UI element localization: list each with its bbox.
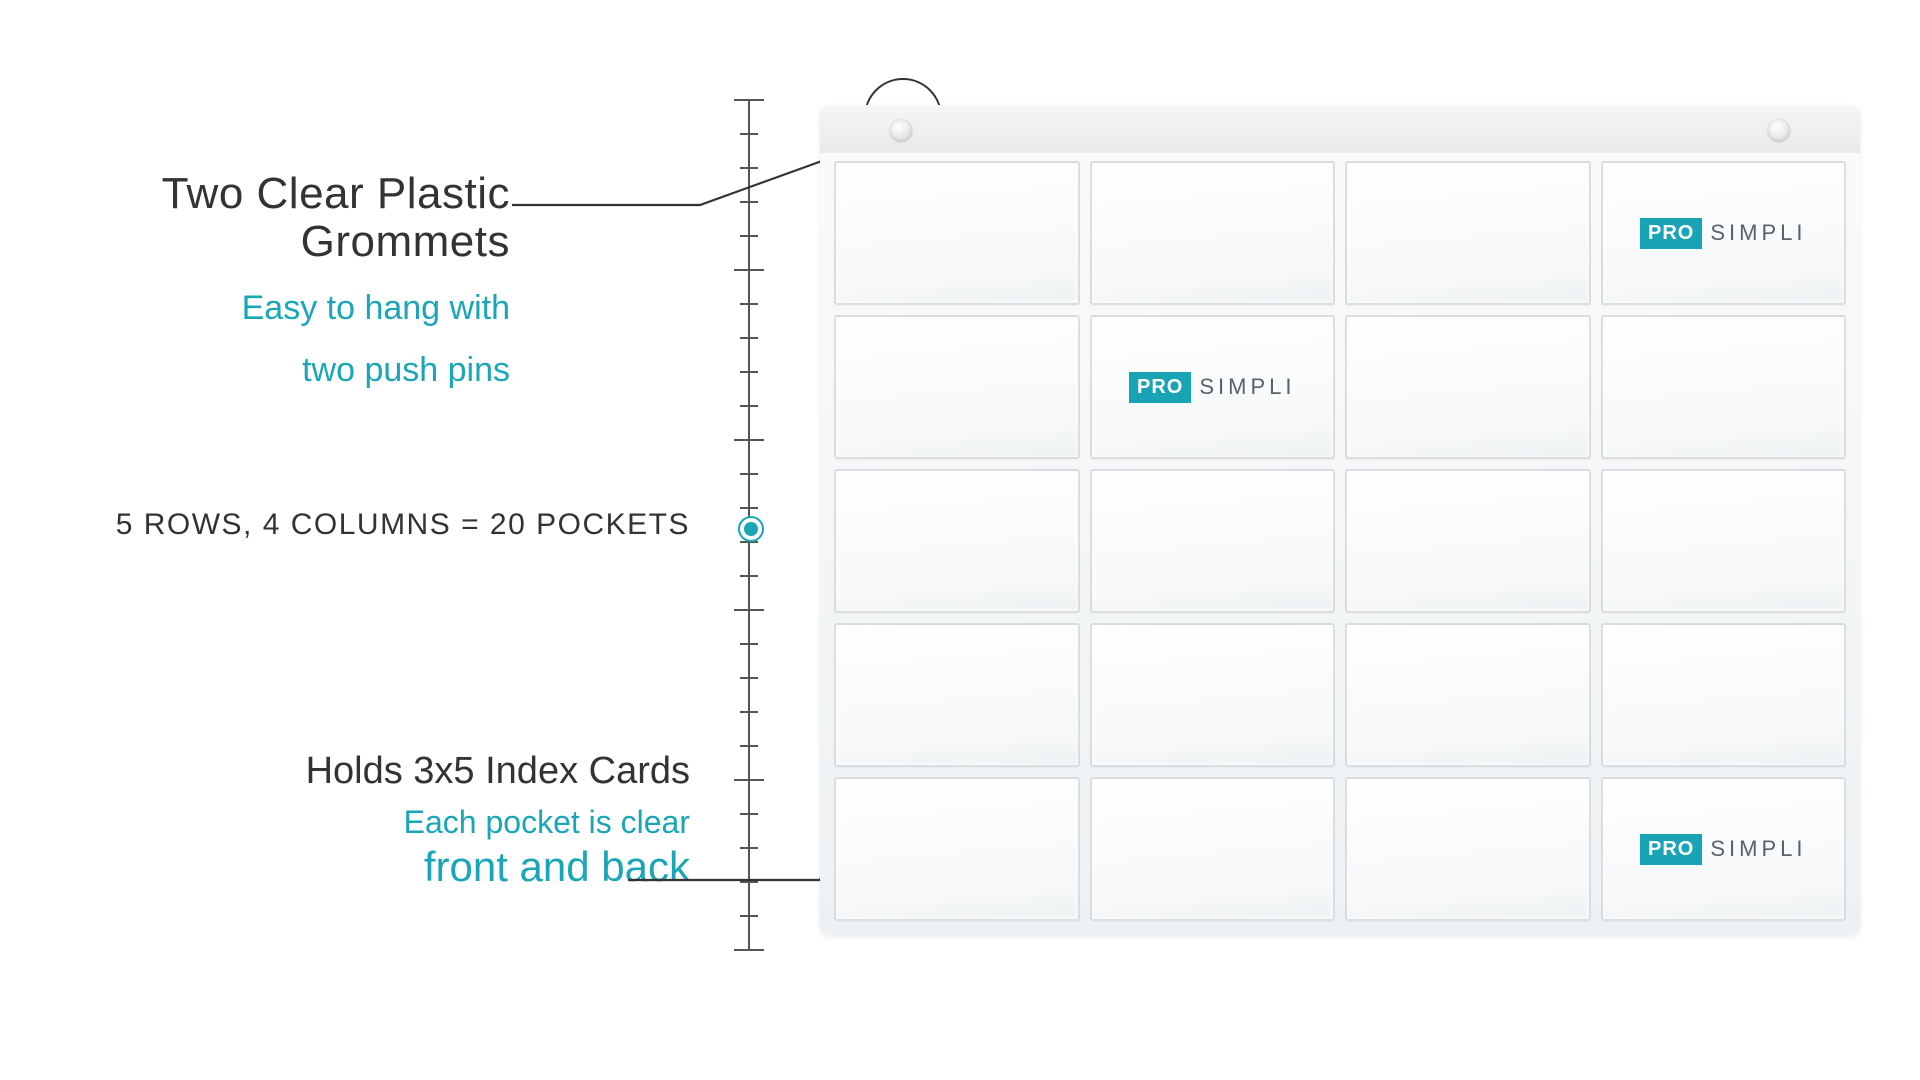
grommets-title-1: Two Clear Plastic	[60, 170, 510, 218]
logo-pro: PRO	[1129, 372, 1191, 403]
pocket-cell	[1090, 469, 1336, 613]
logo-pro: PRO	[1640, 834, 1702, 865]
ruler-tick	[734, 439, 764, 441]
ruler-tick	[740, 847, 758, 849]
pocket-cell	[834, 315, 1080, 459]
grommets-sub-1: Easy to hang with	[60, 287, 510, 330]
ruler-tick	[740, 745, 758, 747]
ruler-tick	[740, 167, 758, 169]
ruler-tick	[740, 371, 758, 373]
pocket-cell	[1345, 315, 1591, 459]
ruler-tick	[740, 813, 758, 815]
pocket-cell	[1601, 623, 1847, 767]
ruler-tick	[740, 133, 758, 135]
ruler-tick	[740, 915, 758, 917]
ruler-tick	[734, 609, 764, 611]
ruler-tick	[740, 711, 758, 713]
ruler-tick	[740, 677, 758, 679]
ruler-tick	[740, 575, 758, 577]
ruler-tick	[740, 337, 758, 339]
callout-grommets: Two Clear Plastic Grommets Easy to hang …	[60, 170, 510, 392]
pocket-cell	[1090, 777, 1336, 921]
grommet-left-icon	[890, 119, 912, 141]
pocket-cell: PRO SIMPLI	[1090, 315, 1336, 459]
grommet-right-icon	[1768, 119, 1790, 141]
pocket-cell	[1601, 315, 1847, 459]
pocket-cell	[1090, 623, 1336, 767]
ruler-tick	[734, 779, 764, 781]
pocket-cell	[1345, 469, 1591, 613]
logo-pro: PRO	[1640, 218, 1702, 249]
pocket-organizer-panel: PRO SIMPLI PRO SIMPLI PRO SIMPLI	[820, 105, 1860, 935]
ruler-tick	[740, 235, 758, 237]
ruler-bullet-icon	[738, 516, 764, 542]
prosimpli-logo: PRO SIMPLI	[1640, 834, 1806, 865]
panel-top-strip	[820, 105, 1860, 153]
grommets-title-2: Grommets	[60, 218, 510, 266]
callout-rows-cols: 5 ROWS, 4 COLUMNS = 20 POCKETS	[60, 508, 690, 542]
pocket-cell: PRO SIMPLI	[1601, 777, 1847, 921]
prosimpli-logo: PRO SIMPLI	[1129, 372, 1295, 403]
pocket-cell	[1345, 161, 1591, 305]
logo-simpli: SIMPLI	[1710, 220, 1806, 246]
pocket-grid: PRO SIMPLI PRO SIMPLI PRO SIMPLI	[834, 161, 1846, 921]
prosimpli-logo: PRO SIMPLI	[1640, 218, 1806, 249]
ruler-tick	[740, 405, 758, 407]
pocket-cell	[1601, 469, 1847, 613]
index-title: Holds 3x5 Index Cards	[60, 750, 690, 794]
ruler-tick	[740, 473, 758, 475]
logo-simpli: SIMPLI	[1199, 374, 1295, 400]
pocket-cell	[834, 469, 1080, 613]
ruler-tick	[740, 881, 758, 883]
ruler-tick	[734, 269, 764, 271]
ruler-tick	[740, 303, 758, 305]
ruler-tick	[734, 99, 764, 101]
pocket-cell	[1345, 623, 1591, 767]
pocket-cell	[834, 161, 1080, 305]
pocket-cell	[834, 623, 1080, 767]
pocket-cell	[1345, 777, 1591, 921]
callout-index-cards: Holds 3x5 Index Cards Each pocket is cle…	[60, 750, 690, 891]
ruler-tick	[740, 507, 758, 509]
ruler-tick	[734, 949, 764, 951]
index-sub-2: front and back	[60, 843, 690, 891]
index-sub-1: Each pocket is clear	[60, 802, 690, 844]
logo-simpli: SIMPLI	[1710, 836, 1806, 862]
ruler-tick	[740, 201, 758, 203]
ruler-tick	[740, 643, 758, 645]
pocket-cell	[1090, 161, 1336, 305]
pocket-cell	[834, 777, 1080, 921]
grommets-sub-2: two push pins	[60, 349, 510, 392]
pocket-cell: PRO SIMPLI	[1601, 161, 1847, 305]
